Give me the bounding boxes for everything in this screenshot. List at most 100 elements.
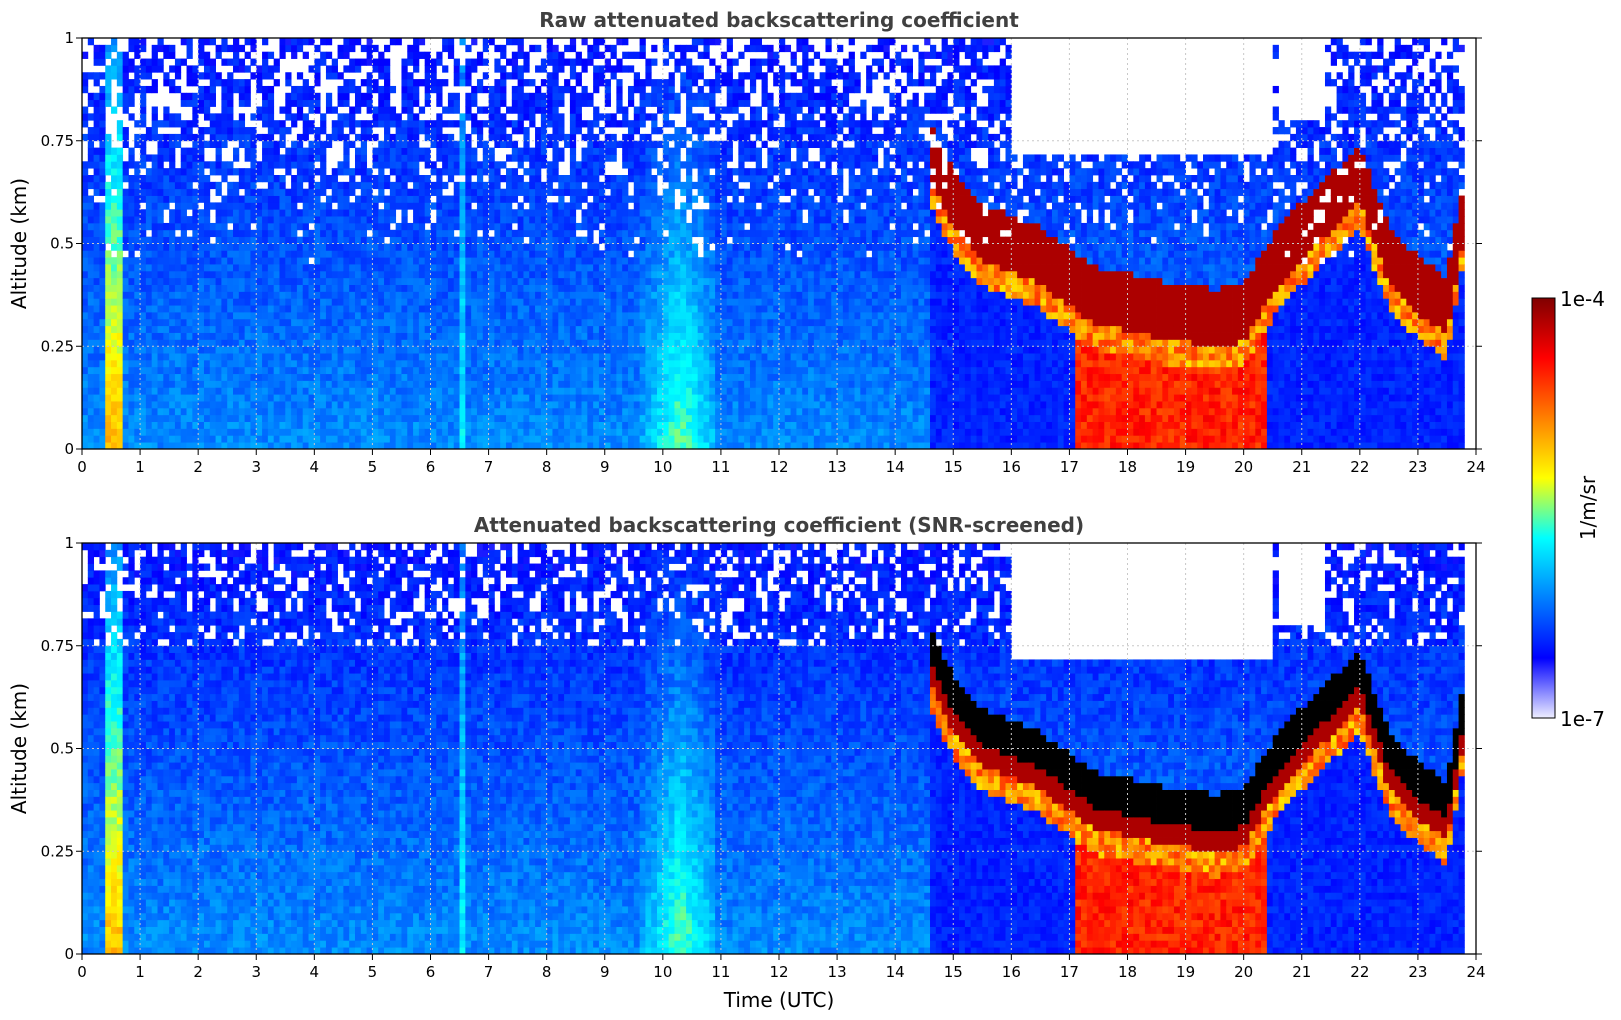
heatmap-cell — [500, 325, 507, 333]
heatmap-cell — [529, 277, 536, 285]
heatmap-cell — [529, 394, 536, 402]
heatmap-cell — [569, 442, 577, 450]
heatmap-cell — [267, 435, 275, 443]
heatmap-cell — [517, 442, 524, 450]
heatmap-cell — [192, 305, 199, 313]
heatmap-cell — [244, 168, 251, 176]
heatmap-cell — [598, 291, 606, 299]
heatmap-cell — [273, 202, 280, 210]
heatmap-cell — [314, 277, 321, 285]
heatmap-cell — [180, 353, 187, 361]
heatmap-cell — [302, 414, 309, 422]
heatmap-cell — [122, 202, 129, 210]
heatmap-cell — [314, 257, 321, 265]
heatmap-cell — [476, 373, 484, 381]
heatmap-cell — [105, 85, 112, 94]
heatmap-cell — [285, 147, 292, 155]
heatmap-cell — [116, 366, 124, 375]
heatmap-cell — [285, 394, 292, 402]
heatmap-cell — [134, 270, 141, 279]
heatmap-cell — [320, 346, 327, 354]
heatmap-cell — [198, 161, 205, 169]
heatmap-cell — [82, 284, 89, 292]
heatmap-cell — [622, 181, 629, 190]
heatmap-cell — [267, 298, 275, 306]
heatmap-cell — [291, 181, 298, 190]
heatmap-cell — [157, 366, 164, 375]
heatmap-cell — [395, 154, 402, 162]
heatmap-cell — [604, 339, 611, 347]
heatmap-cell — [169, 264, 176, 272]
heatmap-cell — [308, 140, 315, 148]
heatmap-cell — [285, 195, 292, 203]
heatmap-cell — [546, 85, 553, 94]
heatmap-cell — [180, 373, 187, 381]
heatmap-cell — [180, 154, 187, 162]
heatmap-cell — [227, 435, 234, 443]
heatmap-cell — [500, 188, 507, 196]
heatmap-cell — [244, 264, 251, 272]
heatmap-cell — [221, 229, 228, 238]
heatmap-cell — [558, 243, 565, 251]
heatmap-cell — [227, 407, 234, 416]
heatmap-cell — [633, 79, 640, 87]
heatmap-cell — [273, 359, 280, 368]
heatmap-cell — [192, 120, 199, 128]
heatmap-cell — [343, 44, 350, 53]
heatmap-cell — [622, 359, 629, 368]
heatmap-cell — [279, 312, 286, 320]
heatmap-cell — [256, 79, 263, 87]
heatmap-cell — [622, 229, 629, 238]
heatmap-cell — [558, 298, 565, 306]
heatmap-cell — [203, 366, 211, 375]
heatmap-cell — [506, 270, 513, 279]
heatmap-cell — [215, 113, 222, 121]
heatmap-cell — [488, 346, 495, 354]
heatmap-cell — [540, 346, 548, 354]
heatmap-cell — [465, 195, 472, 203]
heatmap-cell — [128, 175, 135, 183]
heatmap-cell — [116, 133, 124, 142]
heatmap-cell — [476, 127, 484, 135]
heatmap-cell — [215, 428, 222, 436]
heatmap-cell — [389, 284, 397, 292]
heatmap-cell — [308, 175, 315, 183]
heatmap-cell — [471, 401, 478, 409]
heatmap-cell — [471, 58, 478, 66]
heatmap-cell — [471, 353, 478, 361]
heatmap-cell — [488, 264, 495, 272]
heatmap-cell — [209, 435, 216, 443]
heatmap-cell — [285, 264, 292, 272]
heatmap-cell — [134, 359, 141, 368]
heatmap-cell — [459, 421, 466, 429]
heatmap-cell — [151, 442, 158, 450]
heatmap-cell — [343, 181, 350, 190]
heatmap-cell — [233, 318, 240, 327]
heatmap-cell — [354, 229, 362, 238]
heatmap-cell — [122, 428, 129, 436]
heatmap-cell — [598, 250, 606, 258]
heatmap-cell — [430, 353, 437, 361]
heatmap-cell — [186, 250, 193, 258]
heatmap-cell — [273, 346, 280, 354]
heatmap-cell — [314, 92, 321, 101]
heatmap-cell — [209, 181, 216, 190]
heatmap-cell — [93, 216, 100, 224]
heatmap-cell — [482, 147, 489, 155]
heatmap-cell — [546, 435, 553, 443]
heatmap-cell — [140, 92, 147, 101]
heatmap-cell — [540, 99, 548, 107]
heatmap-cell — [192, 332, 199, 340]
heatmap-cell — [517, 120, 524, 128]
heatmap-cell — [354, 442, 362, 450]
heatmap-cell — [418, 154, 426, 162]
heatmap-cell — [378, 120, 385, 128]
heatmap-cell — [116, 387, 124, 395]
heatmap-cell — [93, 72, 100, 80]
heatmap-cell — [389, 195, 397, 203]
heatmap-cell — [558, 325, 565, 333]
heatmap-cell — [337, 401, 344, 409]
heatmap-cell — [116, 222, 124, 231]
heatmap-cell — [174, 339, 182, 347]
heatmap-cell — [395, 140, 402, 148]
